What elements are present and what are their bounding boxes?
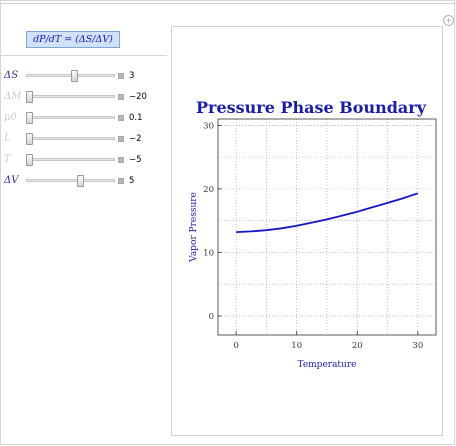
- x-tick-label: 0: [233, 341, 238, 351]
- slider-thumb[interactable]: [26, 91, 33, 103]
- plot-panel: Pressure Phase Boundary 0 10 20 30 0 10 20 30 T…: [171, 26, 443, 436]
- chart-ticks: 0 10 20 30 0 10 20 30: [203, 121, 423, 351]
- x-axis-label: Temperature: [298, 360, 357, 370]
- equation-button[interactable]: dP/dT = (ΔS/ΔV): [26, 31, 120, 48]
- chart-title: Pressure Phase Boundary: [196, 98, 427, 117]
- y-tick-label: 30: [203, 121, 214, 131]
- expand-icon[interactable]: [118, 73, 124, 79]
- slider-thumb[interactable]: [26, 154, 33, 166]
- slider-label: ΔV: [4, 175, 19, 186]
- top-divider: [0, 3, 456, 4]
- slider-row-mu0: μ0 0.1: [0, 111, 170, 125]
- chart-series: [236, 192, 419, 233]
- x-tick-label: 20: [352, 341, 363, 351]
- y-tick-label: 10: [203, 248, 214, 258]
- chart-svg: Pressure Phase Boundary 0 10 20 30 0 10 20 30 T…: [189, 98, 437, 370]
- slider-thumb[interactable]: [71, 70, 79, 82]
- y-tick-label: 20: [203, 185, 214, 195]
- slider-track[interactable]: [26, 116, 115, 119]
- slider-row-temp-t: T −5: [0, 153, 170, 167]
- expand-icon[interactable]: [118, 136, 124, 142]
- slider-value: −2: [129, 134, 142, 144]
- y-axis-label: Vapor Pressure: [189, 192, 199, 263]
- slider-value: 5: [129, 176, 135, 186]
- slider-row-delta-s: ΔS 3: [0, 69, 170, 83]
- slider-track[interactable]: [26, 137, 115, 140]
- add-icon[interactable]: +: [443, 15, 454, 26]
- slider-thumb[interactable]: [76, 175, 84, 187]
- slider-label: L: [4, 133, 11, 144]
- slider-label: μ0: [4, 112, 17, 123]
- slider-row-latent-l: L −2: [0, 132, 170, 146]
- expand-icon[interactable]: [118, 115, 124, 121]
- slider-track[interactable]: [26, 179, 115, 182]
- slider-value: 0.1: [129, 113, 143, 123]
- expand-icon[interactable]: [118, 178, 124, 184]
- x-tick-label: 30: [412, 341, 423, 351]
- slider-value: −20: [129, 92, 147, 102]
- slider-track[interactable]: [26, 95, 115, 98]
- slider-value: 3: [129, 71, 135, 81]
- slider-thumb[interactable]: [26, 112, 33, 124]
- slider-value: −5: [129, 155, 142, 165]
- slider-track[interactable]: [26, 158, 115, 161]
- expand-icon[interactable]: [118, 94, 124, 100]
- plot-frame: [217, 118, 437, 336]
- series-line: [236, 192, 419, 233]
- slider-label: T: [4, 154, 11, 165]
- x-tick-label: 10: [291, 341, 302, 351]
- chart-grid: [218, 119, 436, 335]
- slider-track[interactable]: [26, 74, 115, 77]
- slider-row-delta-m: ΔM −20: [0, 90, 170, 104]
- slider-label: ΔM: [4, 91, 22, 102]
- slider-thumb[interactable]: [26, 133, 33, 145]
- controls-divider: [0, 55, 167, 56]
- slider-label: ΔS: [4, 70, 19, 81]
- expand-icon[interactable]: [118, 157, 124, 163]
- slider-row-delta-v: ΔV 5: [0, 174, 170, 188]
- y-tick-label: 0: [209, 312, 214, 322]
